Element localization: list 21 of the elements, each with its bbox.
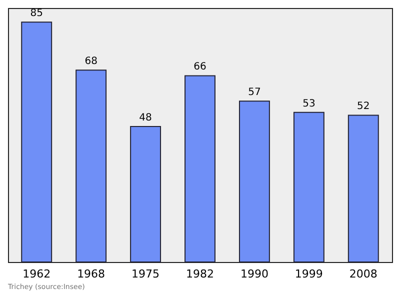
data-label: 53 — [302, 98, 316, 110]
x-tick-label: 1990 — [240, 268, 268, 280]
data-label: 68 — [84, 56, 98, 68]
data-label: 66 — [194, 62, 206, 73]
bar — [184, 75, 216, 262]
data-label: 57 — [248, 87, 261, 98]
x-tick-label: 1999 — [294, 268, 323, 280]
bar — [76, 70, 107, 262]
data-label: 85 — [30, 8, 43, 20]
bar — [130, 126, 162, 262]
x-tick-label: 2008 — [349, 268, 378, 280]
x-tick-label: 1982 — [186, 268, 214, 280]
data-label: 48 — [139, 112, 152, 124]
x-tick-label: 1968 — [77, 268, 106, 280]
x-tick-label: 1975 — [132, 268, 160, 280]
bar — [238, 100, 270, 262]
x-tick-label: 1962 — [22, 268, 51, 280]
bar — [293, 112, 324, 262]
data-label: 52 — [357, 101, 370, 112]
bar — [21, 22, 52, 262]
bar — [348, 114, 379, 262]
